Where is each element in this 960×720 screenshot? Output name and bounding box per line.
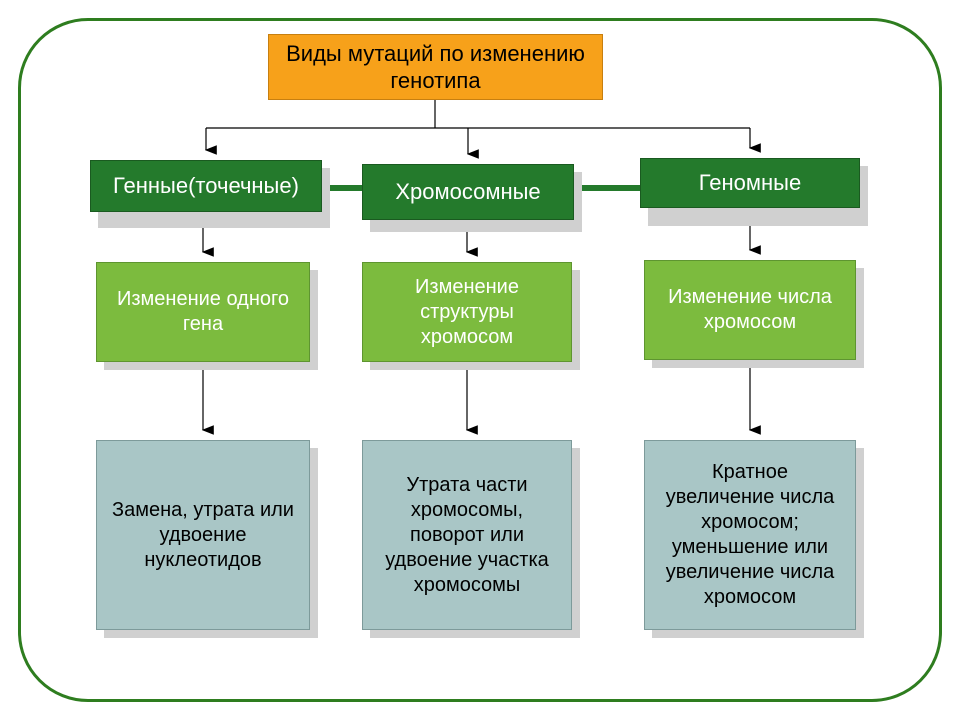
- node-root: Виды мутаций по изменению генотипа: [268, 34, 603, 100]
- node-ex1: Замена, утрата или удвоение нуклеотидов: [96, 440, 310, 630]
- node-det1: Изменение одного гена: [96, 262, 310, 362]
- node-ex3: Кратное увеличение числа хромосом; умень…: [644, 440, 856, 630]
- node-det2: Изменение структуры хромосом: [362, 262, 572, 362]
- node-det3: Изменение числа хромосом: [644, 260, 856, 360]
- node-cat2: Хромосомные: [362, 164, 574, 220]
- diagram-canvas: Виды мутаций по изменению генотипа Генные…: [0, 0, 960, 720]
- node-cat3: Геномные: [640, 158, 860, 208]
- node-cat1: Генные(точечные): [90, 160, 322, 212]
- node-ex2: Утрата части хромосомы, поворот или удво…: [362, 440, 572, 630]
